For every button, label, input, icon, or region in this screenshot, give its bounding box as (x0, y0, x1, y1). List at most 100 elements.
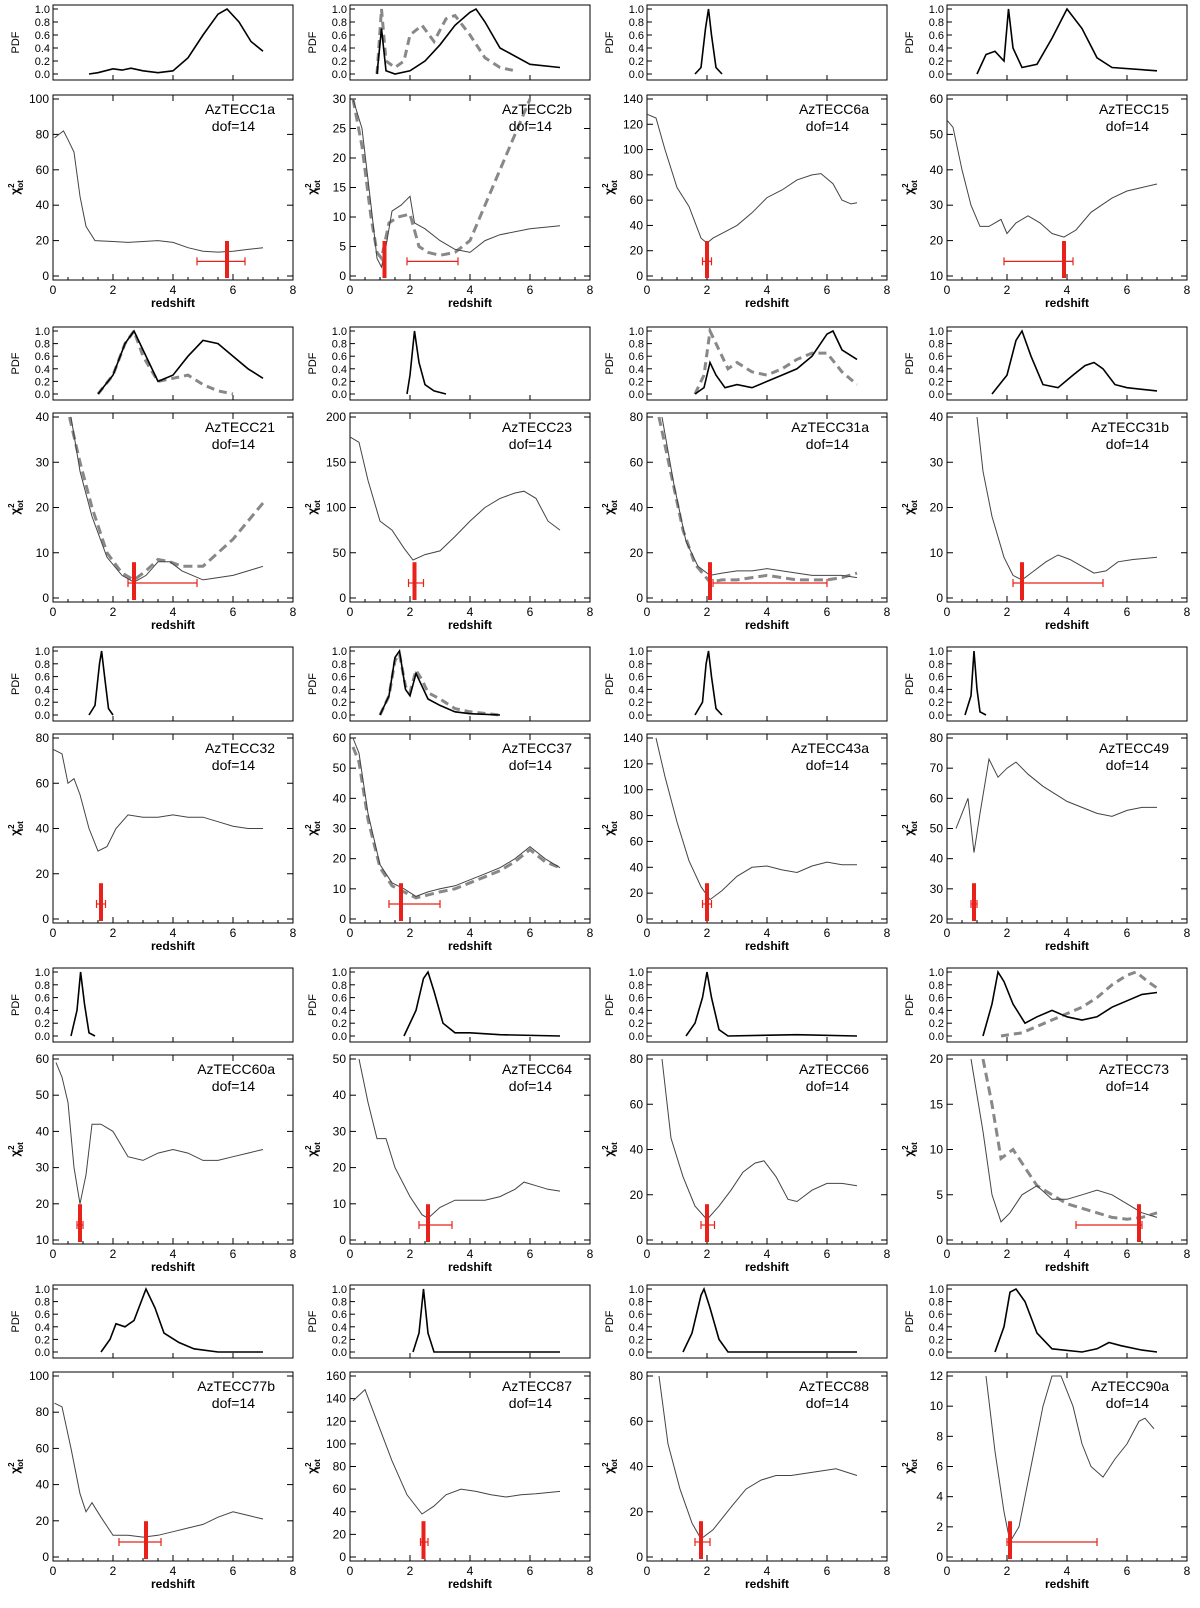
chi-tick-label: 20 (630, 546, 644, 560)
pdf-y-label: PDF (604, 1310, 616, 1332)
pdf-y-label: PDF (307, 1310, 319, 1332)
pdf-tick-label: 0.8 (332, 1297, 347, 1309)
panel-aztecc43a: 0.00.20.40.60.81.0 PDF 0 20 40 60 80 100 120 140 0… (601, 646, 891, 953)
pdf-y-label: PDF (10, 994, 22, 1016)
chi-dashed-curve (657, 416, 858, 584)
x-tick-label: 4 (1064, 605, 1071, 619)
chi-tick-label: 50 (333, 761, 347, 775)
pdf-tick-label: 0.6 (629, 1309, 644, 1321)
chi-tick-label: 100 (623, 143, 643, 157)
pdf-tick-label: 1.0 (929, 646, 944, 658)
dof-label: dof=14 (1106, 1395, 1149, 1411)
x-tick-label: 8 (884, 926, 891, 940)
x-tick-label: 2 (110, 283, 117, 297)
x-tick-label: 2 (1004, 926, 1011, 940)
chi-tick-label: 20 (36, 501, 50, 515)
chi-tick-label: 25 (333, 122, 347, 136)
x-tick-label: 6 (824, 1564, 831, 1578)
pdf-solid-curve (694, 8, 723, 75)
pdf-solid-curve (403, 970, 561, 1037)
chi-solid-curve (661, 1058, 858, 1221)
pdf-frame (52, 326, 294, 401)
pdf-dashed-curve (693, 327, 858, 395)
chi-tick-label: 80 (930, 731, 944, 745)
pdf-tick-label: 1.0 (929, 326, 944, 338)
pdf-tick-label: 0.4 (332, 364, 347, 376)
pdf-solid-curve (379, 648, 501, 716)
chi-y-label: χ2tot (901, 180, 919, 195)
x-tick-label: 4 (170, 1247, 177, 1261)
chi-tick-label: 50 (36, 1088, 50, 1102)
pdf-tick-label: 1.0 (629, 646, 644, 658)
x-axis-label: redshift (745, 939, 789, 953)
source-name: AzTECC43a (791, 740, 869, 756)
panel-aztecc87: 0.00.20.40.60.81.0PDF0204060801001201401… (304, 1284, 594, 1591)
panel-aztecc23: 0.00.20.40.60.81.0 PDF 0 50 100 150 200 0 2 4 6 8 re… (304, 326, 594, 632)
chi-tick-label: 15 (333, 181, 347, 195)
pdf-tick-label: 1.0 (332, 4, 347, 16)
x-axis-label: redshift (1045, 1260, 1089, 1274)
chi-tick-label: 0 (339, 269, 346, 283)
x-tick-label: 2 (110, 605, 117, 619)
pdf-frame (946, 4, 1188, 81)
chi-frame (946, 94, 1188, 281)
chi-y-label: χ2tot (7, 1142, 25, 1157)
pdf-frame (946, 1284, 1188, 1359)
chi-tick-label: 40 (630, 860, 644, 874)
chi-tick-label: 80 (630, 809, 644, 823)
pdf-tick-label: 0.0 (929, 1031, 944, 1043)
pdf-tick-label: 0.4 (35, 364, 50, 376)
pdf-tick-label: 0.2 (332, 1018, 347, 1030)
chi-solid-curve (658, 1375, 858, 1540)
chi-solid-curve (661, 416, 858, 579)
source-name: AzTECC6a (799, 101, 869, 117)
chi-tick-label: 20 (630, 244, 644, 258)
chi-solid-curve (55, 1062, 264, 1204)
pdf-tick-label: 0.2 (35, 697, 50, 709)
chi-y-label: χ2tot (304, 180, 322, 195)
chi-tick-label: 40 (630, 1460, 644, 1474)
chi-tick-label: 30 (333, 822, 347, 836)
x-tick-label: 6 (527, 605, 534, 619)
x-tick-label: 4 (467, 605, 474, 619)
pdf-tick-label: 0.2 (629, 1334, 644, 1346)
chi-frame (646, 1371, 888, 1562)
chi-tick-label: 60 (333, 1482, 347, 1496)
pdf-tick-label: 0.6 (35, 672, 50, 684)
x-axis-label: redshift (151, 1577, 195, 1591)
pdf-solid-curve (88, 650, 114, 716)
x-tick-label: 8 (290, 926, 297, 940)
pdf-tick-label: 0.4 (929, 364, 944, 376)
x-axis-label: redshift (1045, 296, 1089, 310)
pdf-tick-label: 0.0 (929, 69, 944, 81)
chi-frame (52, 412, 294, 603)
chi-tick-label: 20 (630, 886, 644, 900)
pdf-dashed-curve (375, 8, 516, 75)
pdf-tick-label: 0.2 (35, 56, 50, 68)
chi-tick-label: 10 (930, 546, 944, 560)
source-name: AzTECC37 (502, 740, 572, 756)
pdf-tick-label: 0.8 (629, 17, 644, 29)
chi-solid-curve (53, 748, 263, 852)
x-tick-label: 0 (347, 926, 354, 940)
pdf-tick-label: 1.0 (35, 4, 50, 16)
x-tick-label: 4 (764, 605, 771, 619)
x-tick-label: 0 (644, 1564, 651, 1578)
pdf-tick-label: 0.4 (35, 1005, 50, 1017)
x-tick-label: 8 (587, 926, 594, 940)
pdf-tick-label: 1.0 (35, 646, 50, 658)
dof-label: dof=14 (509, 118, 552, 134)
x-tick-label: 2 (704, 926, 711, 940)
chi-y-label: χ2tot (7, 1459, 25, 1474)
pdf-y-label: PDF (604, 994, 616, 1016)
chi-tick-label: 20 (930, 234, 944, 248)
chi-solid-curve (70, 416, 264, 583)
pdf-tick-label: 0.4 (332, 1005, 347, 1017)
pdf-tick-label: 0.0 (629, 1031, 644, 1043)
x-tick-label: 0 (50, 1564, 57, 1578)
x-tick-label: 2 (1004, 283, 1011, 297)
pdf-frame (646, 326, 888, 401)
pdf-solid-curve (406, 330, 447, 395)
pdf-frame (946, 326, 1188, 401)
pdf-tick-label: 0.4 (629, 1322, 644, 1334)
